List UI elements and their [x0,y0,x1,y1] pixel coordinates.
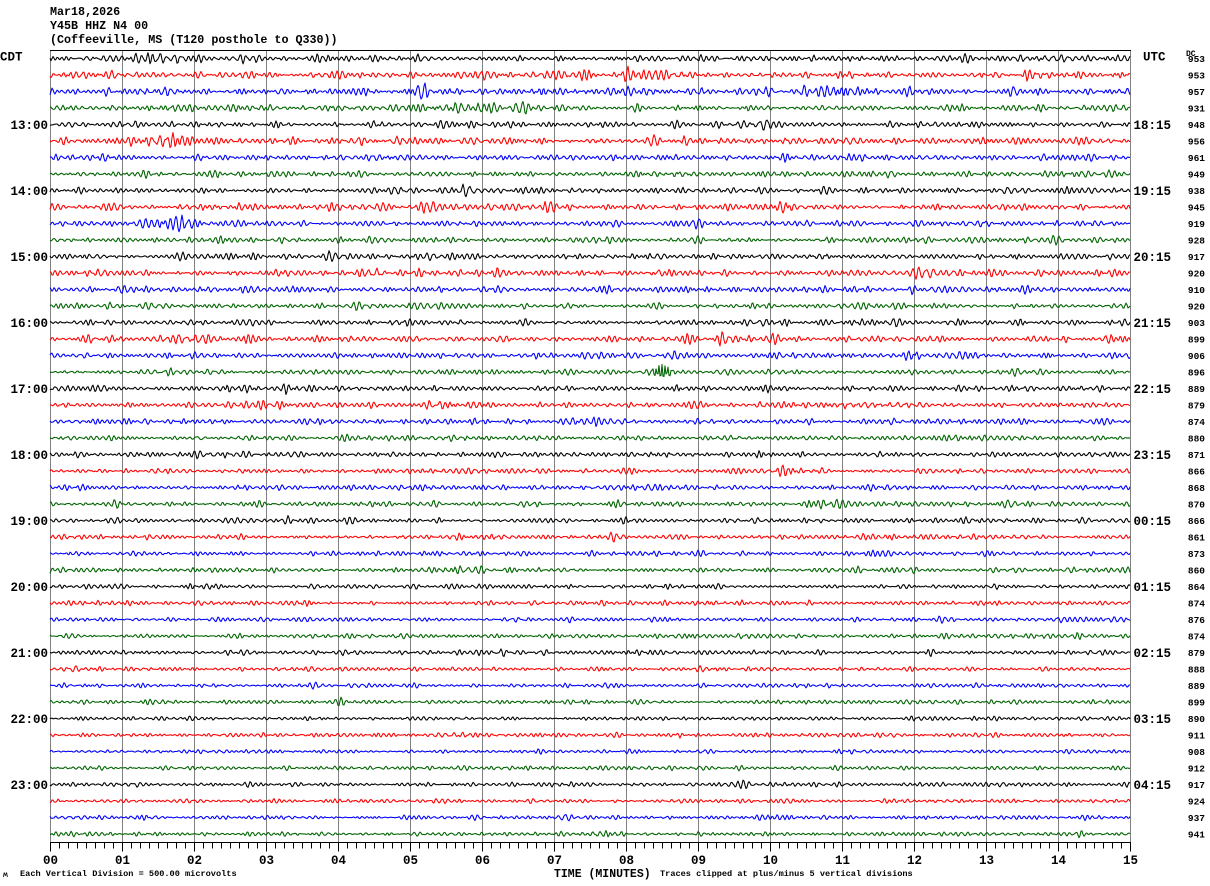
svg-text:05: 05 [403,854,418,868]
svg-text:20:00: 20:00 [10,581,48,595]
svg-text:953: 953 [1188,71,1205,82]
svg-text:874: 874 [1188,599,1205,610]
svg-text:11: 11 [835,854,850,868]
svg-text:924: 924 [1188,797,1205,808]
svg-text:866: 866 [1188,467,1205,478]
svg-text:15: 15 [1123,854,1138,868]
svg-text:22:00: 22:00 [10,713,48,727]
svg-text:18:00: 18:00 [10,449,48,463]
svg-text:Mar18,2026: Mar18,2026 [50,5,120,19]
svg-text:19:15: 19:15 [1134,185,1172,199]
svg-text:899: 899 [1188,698,1205,709]
svg-text:874: 874 [1188,417,1205,428]
svg-text:938: 938 [1188,186,1205,197]
svg-text:917: 917 [1188,252,1205,263]
svg-text:876: 876 [1188,615,1205,626]
svg-text:945: 945 [1188,203,1205,214]
svg-text:890: 890 [1188,714,1205,725]
svg-text:906: 906 [1188,351,1205,362]
svg-text:07: 07 [547,854,562,868]
svg-text:Y45B HHZ N4 00: Y45B HHZ N4 00 [50,19,148,33]
svg-text:860: 860 [1188,566,1205,577]
svg-text:920: 920 [1188,269,1205,280]
svg-text:879: 879 [1188,648,1205,659]
svg-text:864: 864 [1188,582,1205,593]
svg-text:01: 01 [115,854,130,868]
svg-text:911: 911 [1188,731,1205,742]
svg-text:912: 912 [1188,764,1205,775]
svg-text:23:00: 23:00 [10,779,48,793]
svg-text:868: 868 [1188,483,1205,494]
svg-text:903: 903 [1188,318,1205,329]
svg-text:861: 861 [1188,533,1205,544]
svg-text:01:15: 01:15 [1134,581,1172,595]
svg-text:948: 948 [1188,120,1205,131]
svg-text:03:15: 03:15 [1134,713,1172,727]
svg-text:919: 919 [1188,219,1205,230]
svg-text:UTC: UTC [1143,51,1166,65]
svg-text:03: 03 [259,854,274,868]
svg-text:20:15: 20:15 [1134,251,1172,265]
svg-text:961: 961 [1188,153,1205,164]
svg-text:956: 956 [1188,137,1205,148]
svg-text:899: 899 [1188,335,1205,346]
svg-text:879: 879 [1188,401,1205,412]
svg-text:908: 908 [1188,747,1205,758]
svg-text:873: 873 [1188,549,1205,560]
svg-text:14: 14 [1051,854,1067,868]
svg-text:12: 12 [907,854,922,868]
svg-text:866: 866 [1188,516,1205,527]
svg-text:937: 937 [1188,813,1205,824]
svg-text:23:15: 23:15 [1134,449,1172,463]
svg-text:953: 953 [1188,54,1205,65]
svg-text:04: 04 [331,854,347,868]
svg-text:917: 917 [1188,780,1205,791]
svg-text:DC: DC [1186,50,1196,59]
svg-text:14:00: 14:00 [10,185,48,199]
svg-text:928: 928 [1188,236,1205,247]
svg-text:TIME (MINUTES): TIME (MINUTES) [554,868,651,881]
svg-text:09: 09 [691,854,706,868]
svg-text:02:15: 02:15 [1134,647,1172,661]
svg-text:08: 08 [619,854,634,868]
svg-text:21:15: 21:15 [1134,317,1172,331]
svg-text:941: 941 [1188,830,1205,841]
svg-text:22:15: 22:15 [1134,383,1172,397]
svg-text:13: 13 [979,854,994,868]
svg-text:00: 00 [43,854,58,868]
svg-text:16:00: 16:00 [10,317,48,331]
svg-text:Traces clipped at plus/minus 5: Traces clipped at plus/minus 5 vertical … [660,869,913,879]
svg-text:874: 874 [1188,632,1205,643]
svg-text:910: 910 [1188,285,1205,296]
svg-text:21:00: 21:00 [10,647,48,661]
svg-text:880: 880 [1188,434,1205,445]
svg-text:920: 920 [1188,302,1205,313]
svg-text:896: 896 [1188,368,1205,379]
svg-text:06: 06 [475,854,490,868]
svg-text:889: 889 [1188,384,1205,395]
svg-text:00:15: 00:15 [1134,515,1172,529]
svg-text:10: 10 [763,854,778,868]
svg-text:02: 02 [187,854,202,868]
svg-text:870: 870 [1188,500,1205,511]
svg-text:888: 888 [1188,665,1205,676]
svg-text:13:00: 13:00 [10,119,48,133]
svg-text:17:00: 17:00 [10,383,48,397]
svg-text:931: 931 [1188,104,1205,115]
svg-text:871: 871 [1188,450,1205,461]
svg-text:18:15: 18:15 [1134,119,1172,133]
svg-text:04:15: 04:15 [1134,779,1172,793]
svg-text:(Coffeeville, MS (T120 posthol: (Coffeeville, MS (T120 posthole to Q330)… [50,33,338,47]
svg-text:15:00: 15:00 [10,251,48,265]
svg-text:Each Vertical Division = 500.: Each Vertical Division = 500.00 microvol… [20,869,237,879]
svg-text:949: 949 [1188,170,1205,181]
svg-text:CDT: CDT [0,51,23,65]
svg-text:ʍ: ʍ [3,871,8,880]
svg-text:889: 889 [1188,681,1205,692]
svg-text:957: 957 [1188,87,1205,98]
svg-text:19:00: 19:00 [10,515,48,529]
